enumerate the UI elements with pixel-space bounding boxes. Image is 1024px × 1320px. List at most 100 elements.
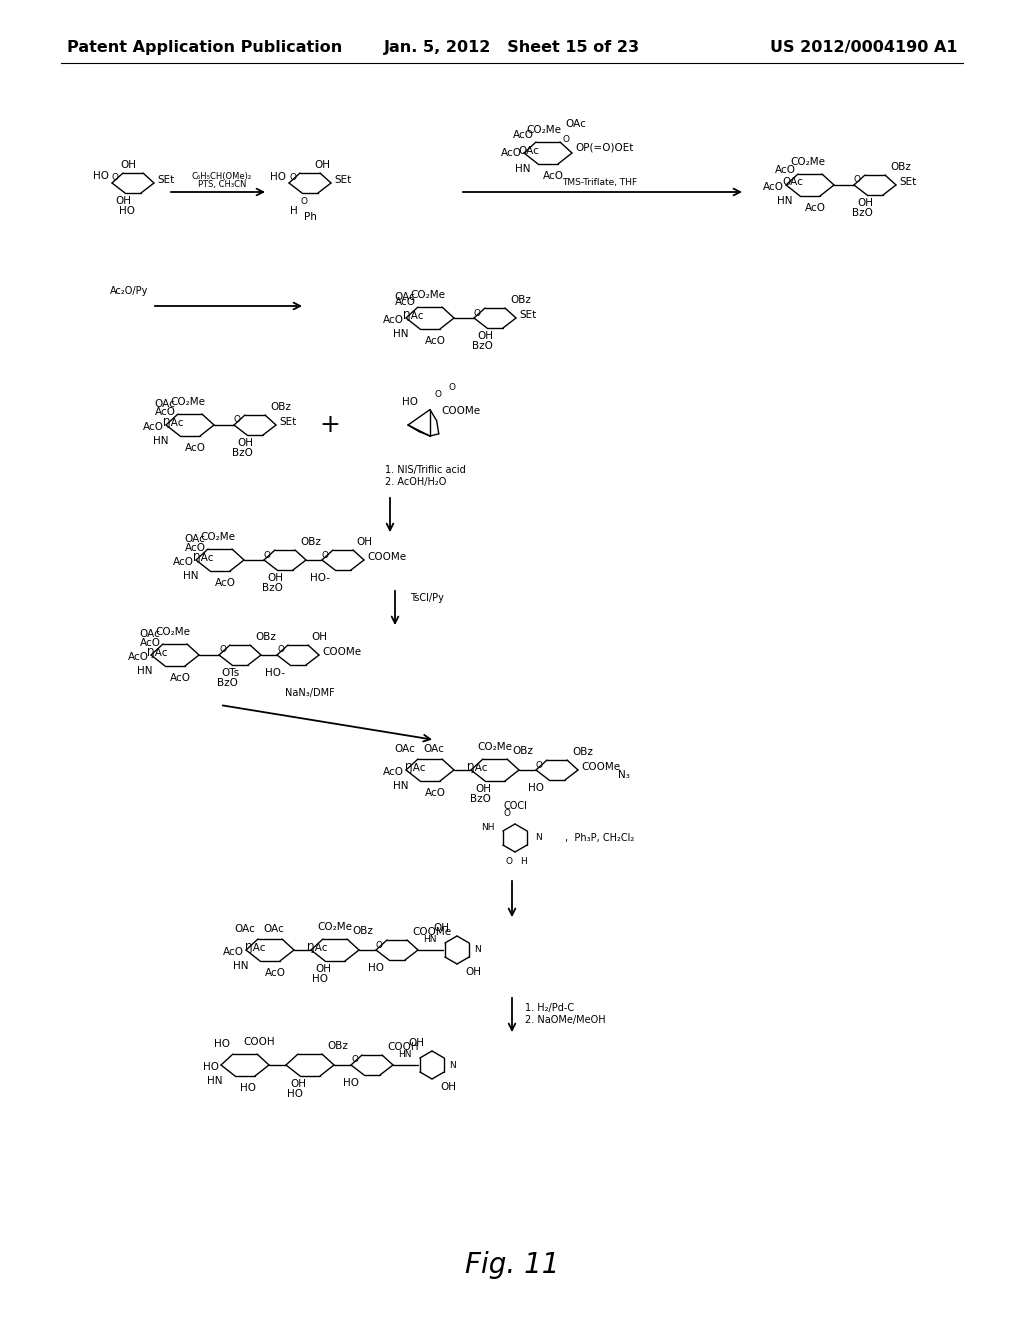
Text: CO₂Me: CO₂Me — [411, 290, 445, 300]
Text: Jan. 5, 2012   Sheet 15 of 23: Jan. 5, 2012 Sheet 15 of 23 — [384, 40, 640, 55]
Text: CO₂Me: CO₂Me — [201, 532, 236, 543]
Text: COOMe: COOMe — [412, 927, 452, 937]
Text: O: O — [300, 197, 307, 206]
Text: O: O — [376, 940, 383, 949]
Text: OBz: OBz — [572, 747, 593, 756]
Text: AcO: AcO — [265, 968, 286, 978]
Text: AcO: AcO — [543, 172, 564, 181]
Text: ŊAc: ŊAc — [193, 553, 213, 564]
Text: HO: HO — [402, 396, 418, 407]
Text: ŊAc: ŊAc — [402, 312, 423, 321]
Text: OTs: OTs — [221, 668, 240, 678]
Text: N: N — [450, 1060, 456, 1069]
Text: OAc: OAc — [155, 399, 175, 409]
Text: OH: OH — [267, 573, 283, 583]
Text: 1. NIS/Triflic acid: 1. NIS/Triflic acid — [385, 465, 466, 475]
Text: H: H — [290, 206, 298, 216]
Text: O: O — [264, 550, 271, 560]
Text: Ac₂O/Py: Ac₂O/Py — [110, 286, 148, 296]
Text: ŊAc: ŊAc — [147, 648, 168, 657]
Text: BzO: BzO — [852, 209, 872, 218]
Text: AcO: AcO — [501, 148, 522, 158]
Text: AcO: AcO — [128, 652, 150, 663]
Text: BzO: BzO — [472, 341, 493, 351]
Text: COOMe: COOMe — [581, 762, 621, 772]
Text: OH: OH — [115, 195, 131, 206]
Text: NH: NH — [481, 822, 495, 832]
Text: O: O — [449, 383, 456, 392]
Text: OAc: OAc — [139, 630, 160, 639]
Text: OH: OH — [290, 1078, 306, 1089]
Text: HO: HO — [240, 1082, 256, 1093]
Text: OH: OH — [120, 160, 136, 170]
Text: SEt: SEt — [899, 177, 916, 187]
Text: O: O — [289, 173, 296, 182]
Text: OH: OH — [433, 923, 449, 933]
Text: OAc: OAc — [394, 744, 415, 754]
Text: BzO: BzO — [261, 583, 283, 593]
Text: HO: HO — [203, 1063, 219, 1072]
Text: SEt: SEt — [279, 417, 296, 426]
Text: HO: HO — [528, 783, 544, 793]
Text: COOMe: COOMe — [441, 405, 480, 416]
Text: COOMe: COOMe — [367, 552, 407, 562]
Text: AcO: AcO — [775, 165, 796, 176]
Text: AcO: AcO — [140, 638, 161, 648]
Text: AcO: AcO — [185, 444, 206, 453]
Text: N: N — [474, 945, 481, 954]
Text: TMS-Triflate, THF: TMS-Triflate, THF — [562, 178, 638, 187]
Text: OH: OH — [237, 438, 253, 447]
Text: HN: HN — [392, 329, 408, 339]
Text: N₃: N₃ — [618, 770, 630, 780]
Text: 2. NaOMe/MeOH: 2. NaOMe/MeOH — [525, 1015, 605, 1026]
Text: AcO: AcO — [215, 578, 236, 587]
Text: OBz: OBz — [512, 746, 532, 756]
Text: SEt: SEt — [157, 176, 174, 185]
Text: O: O — [562, 135, 569, 144]
Text: BzO: BzO — [231, 447, 253, 458]
Text: PTS, CH₃CN: PTS, CH₃CN — [198, 181, 246, 190]
Text: AcO: AcO — [383, 767, 404, 777]
Text: COCl: COCl — [503, 801, 527, 810]
Text: CO₂Me: CO₂Me — [317, 921, 352, 932]
Text: AcO: AcO — [763, 182, 784, 191]
Text: ŊAc: ŊAc — [468, 763, 488, 774]
Text: OH: OH — [314, 160, 330, 170]
Text: ŊAc: ŊAc — [406, 763, 426, 774]
Text: BzO: BzO — [470, 795, 490, 804]
Text: HN: HN — [398, 1049, 412, 1059]
Text: CO₂Me: CO₂Me — [526, 125, 561, 135]
Text: OAc: OAc — [423, 744, 443, 754]
Text: O: O — [351, 1056, 358, 1064]
Text: AcO: AcO — [155, 407, 176, 417]
Text: Ph: Ph — [303, 213, 316, 222]
Text: HO: HO — [343, 1078, 359, 1088]
Text: AcO: AcO — [143, 422, 164, 432]
Text: N: N — [536, 833, 542, 842]
Text: HO: HO — [287, 1089, 303, 1100]
Text: HO: HO — [119, 206, 135, 216]
Text: OAc: OAc — [782, 177, 803, 187]
Text: CO₂Me: CO₂Me — [791, 157, 825, 168]
Text: OBz: OBz — [510, 294, 530, 305]
Text: BzO: BzO — [216, 678, 238, 688]
Text: CO₂Me: CO₂Me — [477, 742, 512, 752]
Text: HO: HO — [214, 1039, 230, 1049]
Text: O: O — [219, 645, 226, 655]
Text: OAc: OAc — [394, 292, 415, 302]
Text: Patent Application Publication: Patent Application Publication — [67, 40, 342, 55]
Text: HN: HN — [423, 935, 437, 944]
Text: OH: OH — [477, 331, 493, 341]
Text: OBz: OBz — [300, 537, 321, 546]
Text: OAc: OAc — [234, 924, 255, 935]
Text: O: O — [434, 391, 441, 399]
Text: ŊAc: ŊAc — [246, 942, 266, 953]
Text: OH: OH — [408, 1038, 424, 1048]
Text: O: O — [278, 645, 284, 655]
Text: AcO: AcO — [223, 946, 244, 957]
Text: AcO: AcO — [170, 673, 191, 682]
Text: O: O — [854, 176, 861, 185]
Text: O: O — [503, 809, 510, 818]
Text: O: O — [112, 173, 119, 182]
Text: OAc: OAc — [565, 119, 586, 129]
